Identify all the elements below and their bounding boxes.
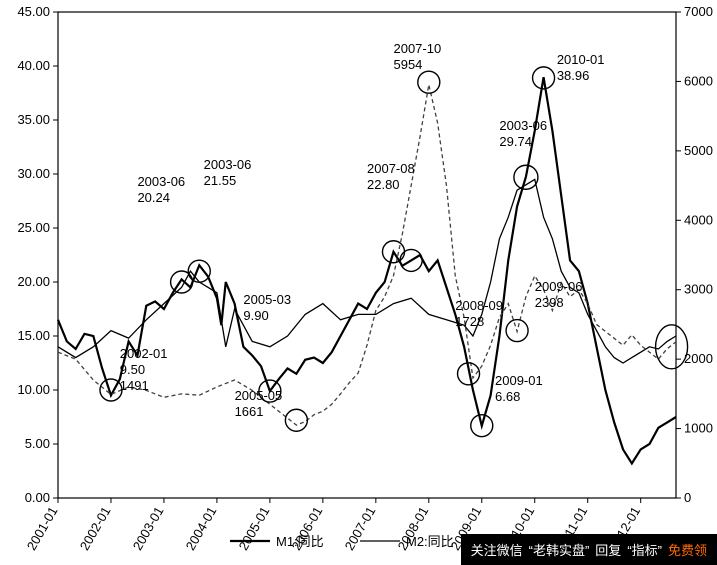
annotation-text: 9.90 (243, 308, 268, 323)
highlight-circle (100, 379, 122, 401)
annotation-text: 2007-08 (367, 161, 415, 176)
annotation-text: 38.96 (557, 68, 590, 83)
annotation-text: 2398 (535, 295, 564, 310)
annotation-text: 2010-01 (557, 52, 605, 67)
y-tick-label: 35.00 (17, 112, 50, 127)
legend-label: M1:同比 (276, 534, 324, 549)
y2-tick-label: 2000 (684, 351, 713, 366)
annotation-text: 6.68 (495, 389, 520, 404)
chart-container: 0.00 5.00 10.00 15.00 20.00 25.00 30.00 35.00 40… (0, 0, 717, 565)
y-tick-label: 10.00 (17, 382, 50, 397)
highlight-circle (285, 409, 307, 431)
annotation-text: 1728 (455, 314, 484, 329)
annotation-text: 2003-06 (137, 174, 185, 189)
y2-tick-label: 3000 (684, 282, 713, 297)
y-tick-label: 30.00 (17, 166, 50, 181)
y2-tick-label: 1000 (684, 421, 713, 436)
banner-account: “老韩实盘” (529, 540, 590, 559)
annotation-text: 22.80 (367, 177, 400, 192)
banner-keyword: “指标” (627, 540, 662, 559)
annotation-text: 2002-01 (120, 346, 168, 361)
annotation-text: 1491 (120, 378, 149, 393)
annotation-text: 2005-03 (243, 292, 291, 307)
plot-border (58, 12, 676, 498)
x-tick-label: 2005-01 (236, 504, 273, 553)
y2-tick-label: 4000 (684, 212, 713, 227)
y-tick-label: 40.00 (17, 58, 50, 73)
annotation-text: 2005-05 (235, 388, 283, 403)
x-tick-label: 2003-01 (130, 504, 167, 553)
annotation-text: 9.50 (120, 362, 145, 377)
banner-text: 回复 (595, 540, 621, 559)
y-tick-label: 0.00 (25, 490, 50, 505)
annotation-text: 2009-01 (495, 373, 543, 388)
annotation-text: 20.24 (137, 190, 170, 205)
annotation-text: 2007-10 (393, 41, 441, 56)
banner-cta: 免费领 (668, 540, 707, 559)
y2-tick-label: 7000 (684, 4, 713, 19)
y2-tick-label: 5000 (684, 143, 713, 158)
x-tick-label: 2001-01 (24, 504, 61, 553)
annotation-text: 5954 (393, 57, 422, 72)
annotation-text: 2009-06 (535, 279, 583, 294)
annotation-text: 1661 (235, 404, 264, 419)
annotation-text: 29.74 (499, 134, 532, 149)
banner-text: 关注微信 (471, 540, 523, 559)
x-tick-label: 2002-01 (77, 504, 114, 553)
y-tick-label: 20.00 (17, 274, 50, 289)
x-tick-label: 2007-01 (342, 504, 379, 553)
y-tick-label: 25.00 (17, 220, 50, 235)
dual-axis-line-chart: 0.00 5.00 10.00 15.00 20.00 25.00 30.00 35.00 40… (0, 0, 717, 565)
legend-label: M2:同比 (406, 534, 454, 549)
annotation-text: 21.55 (204, 173, 237, 188)
series-M2:同比 (58, 179, 676, 363)
series-M1:同比 (58, 77, 676, 463)
promo-banner: 关注微信 “老韩实盘” 回复 “指标” 免费领 (461, 534, 717, 565)
x-tick-label: 2004-01 (183, 504, 220, 553)
annotation-text: 2003-06 (204, 157, 252, 172)
y-tick-label: 15.00 (17, 328, 50, 343)
series-index (58, 85, 676, 425)
y2-tick-label: 6000 (684, 73, 713, 88)
y-tick-label: 5.00 (25, 436, 50, 451)
highlight-circle (418, 71, 440, 93)
y2-tick-label: 0 (684, 490, 691, 505)
y-tick-label: 45.00 (17, 4, 50, 19)
annotation-text: 2008-09 (455, 298, 503, 313)
annotation-text: 2003-06 (499, 118, 547, 133)
